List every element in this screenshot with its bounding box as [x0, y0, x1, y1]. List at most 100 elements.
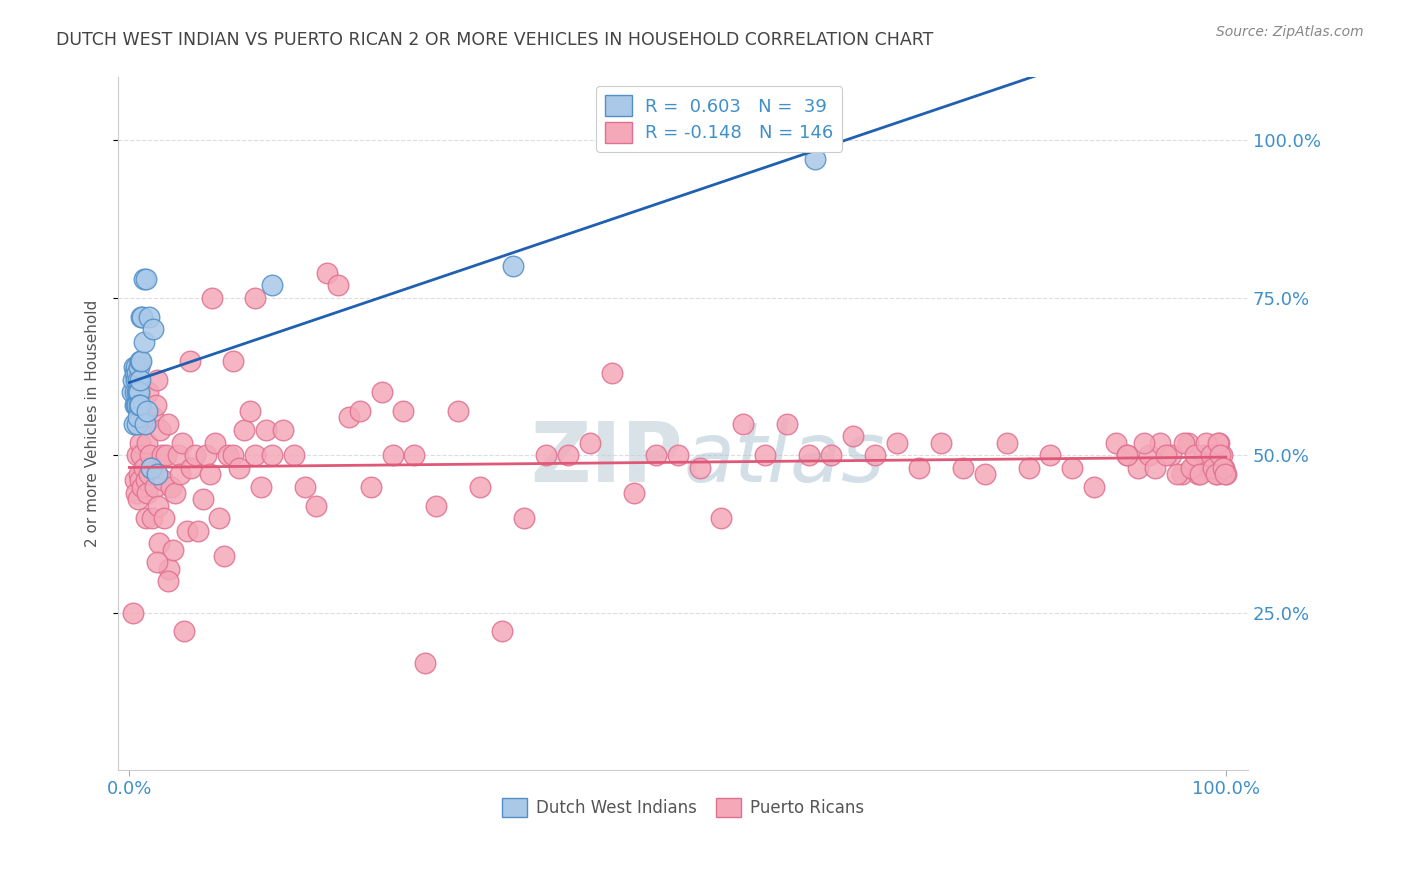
Point — [124, 474, 146, 488]
Point — [122, 417, 145, 431]
Point — [200, 467, 222, 481]
Point — [136, 385, 159, 400]
Point — [169, 467, 191, 481]
Point — [180, 460, 202, 475]
Point — [143, 480, 166, 494]
Point — [886, 435, 908, 450]
Point — [1184, 448, 1206, 462]
Point — [124, 385, 146, 400]
Point — [754, 448, 776, 462]
Point — [1213, 467, 1236, 481]
Point — [135, 435, 157, 450]
Point — [135, 486, 157, 500]
Point — [305, 499, 328, 513]
Point — [381, 448, 404, 462]
Point — [217, 448, 239, 462]
Point — [952, 460, 974, 475]
Point — [1137, 448, 1160, 462]
Point — [138, 310, 160, 324]
Point — [842, 429, 865, 443]
Point — [1018, 460, 1040, 475]
Point — [162, 542, 184, 557]
Point — [1062, 460, 1084, 475]
Point — [129, 398, 152, 412]
Point — [121, 373, 143, 387]
Point — [349, 404, 371, 418]
Point — [283, 448, 305, 462]
Point — [644, 448, 666, 462]
Point — [122, 359, 145, 374]
Point — [141, 460, 163, 475]
Point — [156, 574, 179, 588]
Point — [666, 448, 689, 462]
Point — [125, 373, 148, 387]
Point — [294, 480, 316, 494]
Point — [1173, 435, 1195, 450]
Point — [131, 310, 153, 324]
Point — [125, 359, 148, 374]
Point — [250, 480, 273, 494]
Point — [1171, 467, 1194, 481]
Point — [1105, 435, 1128, 450]
Point — [125, 385, 148, 400]
Point — [1212, 460, 1234, 475]
Point — [1187, 467, 1209, 481]
Point — [131, 353, 153, 368]
Point — [145, 398, 167, 412]
Point — [447, 404, 470, 418]
Y-axis label: 2 or more Vehicles in Household: 2 or more Vehicles in Household — [86, 300, 100, 548]
Point — [156, 417, 179, 431]
Point — [134, 417, 156, 431]
Point — [127, 385, 149, 400]
Point — [513, 511, 536, 525]
Point — [200, 291, 222, 305]
Point — [1177, 435, 1199, 450]
Point — [160, 480, 183, 494]
Point — [131, 448, 153, 462]
Point — [1211, 448, 1233, 462]
Point — [121, 385, 143, 400]
Point — [124, 398, 146, 412]
Point — [132, 460, 155, 475]
Point — [404, 448, 426, 462]
Point — [534, 448, 557, 462]
Point — [195, 448, 218, 462]
Point — [360, 480, 382, 494]
Point — [233, 423, 256, 437]
Point — [1188, 467, 1211, 481]
Point — [141, 460, 163, 475]
Point — [1208, 435, 1230, 450]
Point — [799, 448, 821, 462]
Point — [995, 435, 1018, 450]
Point — [1180, 460, 1202, 475]
Legend: Dutch West Indians, Puerto Ricans: Dutch West Indians, Puerto Ricans — [495, 791, 870, 824]
Point — [557, 448, 579, 462]
Point — [155, 448, 177, 462]
Point — [125, 486, 148, 500]
Point — [245, 448, 267, 462]
Point — [710, 511, 733, 525]
Point — [145, 467, 167, 481]
Point — [733, 417, 755, 431]
Point — [1039, 448, 1062, 462]
Point — [145, 373, 167, 387]
Point — [908, 460, 931, 475]
Point — [127, 492, 149, 507]
Point — [260, 278, 283, 293]
Point — [1195, 435, 1218, 450]
Point — [165, 486, 187, 500]
Point — [129, 373, 152, 387]
Point — [1205, 467, 1227, 481]
Point — [1202, 460, 1225, 475]
Point — [145, 555, 167, 569]
Point — [142, 322, 165, 336]
Point — [127, 410, 149, 425]
Point — [803, 153, 825, 167]
Point — [271, 423, 294, 437]
Point — [121, 606, 143, 620]
Point — [141, 511, 163, 525]
Point — [820, 448, 842, 462]
Point — [187, 524, 209, 538]
Point — [1160, 448, 1182, 462]
Point — [623, 486, 645, 500]
